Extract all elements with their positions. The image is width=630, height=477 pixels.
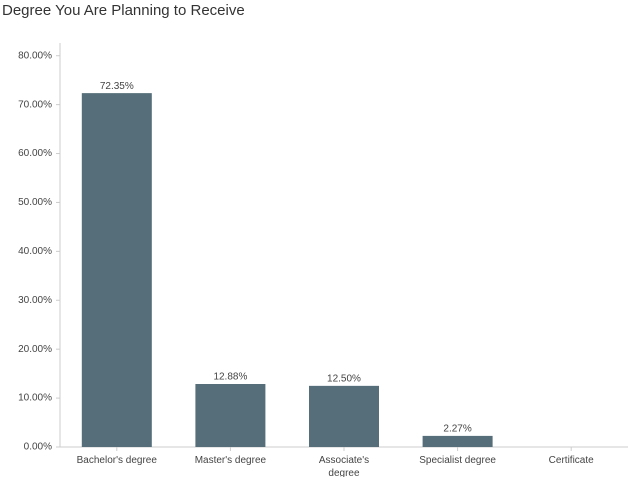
- x-tick-label: Specialist degree: [419, 455, 496, 466]
- y-tick-label: 0.00%: [24, 442, 52, 453]
- y-tick-label: 60.00%: [18, 148, 52, 159]
- data-label: 12.50%: [327, 374, 361, 385]
- data-label: 12.88%: [213, 372, 247, 383]
- y-tick-label: 70.00%: [18, 99, 52, 110]
- bar: [309, 385, 379, 447]
- bar: [422, 435, 493, 447]
- bar: [195, 384, 266, 447]
- chart-title: Degree You Are Planning to Receive: [2, 2, 245, 19]
- y-tick-label: 50.00%: [18, 197, 52, 208]
- x-tick-label: Bachelor's degree: [76, 455, 157, 466]
- y-tick-label: 80.00%: [18, 50, 52, 61]
- bar: [81, 93, 152, 447]
- data-label: 2.27%: [443, 424, 471, 435]
- y-tick-label: 10.00%: [18, 393, 52, 404]
- x-tick-label: Certificate: [548, 455, 594, 466]
- x-tick-label: Associate's degree: [318, 455, 370, 477]
- y-tick-label: 30.00%: [18, 295, 52, 306]
- y-tick-label: 40.00%: [18, 246, 52, 257]
- y-tick-label: 20.00%: [18, 344, 52, 355]
- data-label: 72.35%: [100, 81, 134, 92]
- x-tick-label: Master's degree: [194, 455, 267, 466]
